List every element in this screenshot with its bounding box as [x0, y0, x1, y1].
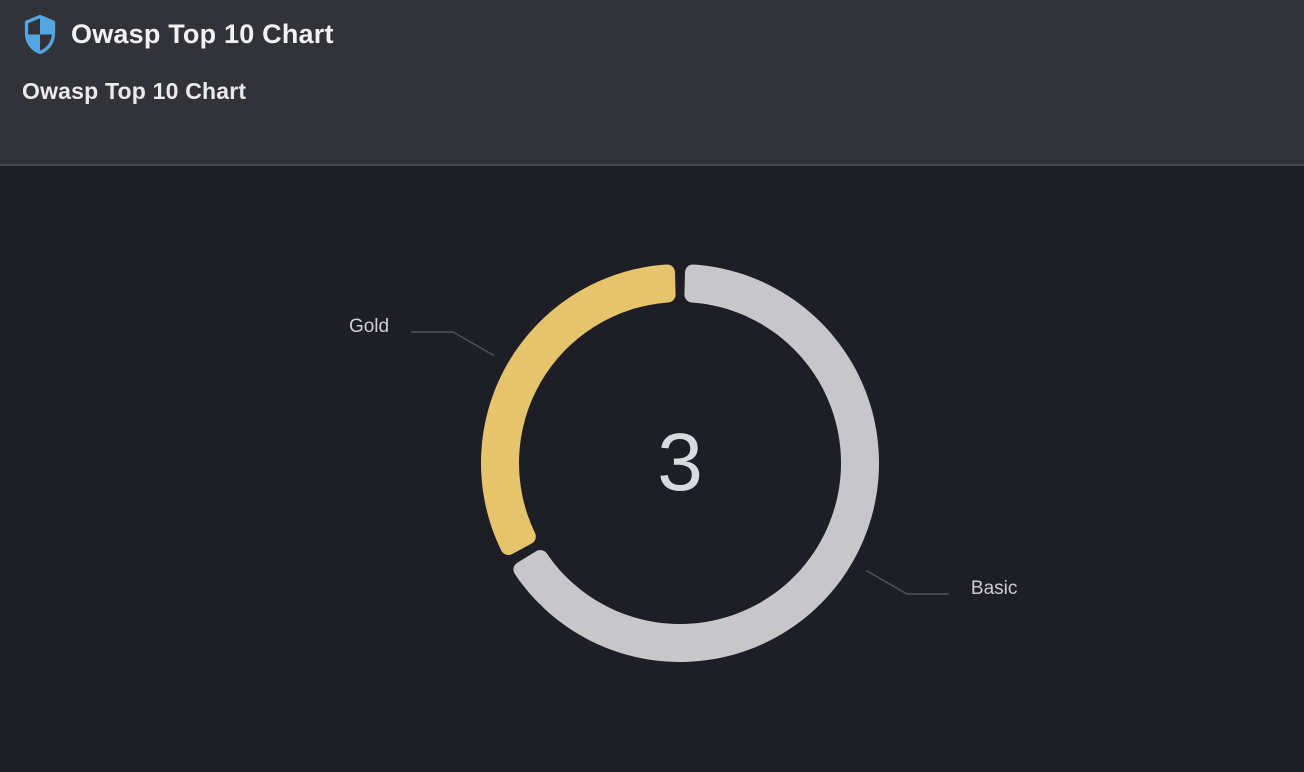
segment-label-gold: Gold — [348, 316, 390, 337]
header-title-row: Owasp Top 10 Chart — [22, 14, 1304, 54]
donut-segment-gold[interactable] — [480, 264, 676, 556]
label-line-basic — [865, 569, 949, 595]
shield-checkered-icon — [22, 14, 58, 54]
app-title: Owasp Top 10 Chart — [71, 18, 334, 49]
segment-label-basic: Basic — [970, 578, 1018, 599]
panel-header: Owasp Top 10 Chart Owasp Top 10 Chart — [0, 0, 1304, 166]
panel-title: Owasp Top 10 Chart — [22, 78, 247, 104]
chart-area: 3 Basic Gold — [0, 166, 1304, 770]
donut-chart — [411, 264, 949, 662]
label-line-gold — [411, 331, 495, 357]
